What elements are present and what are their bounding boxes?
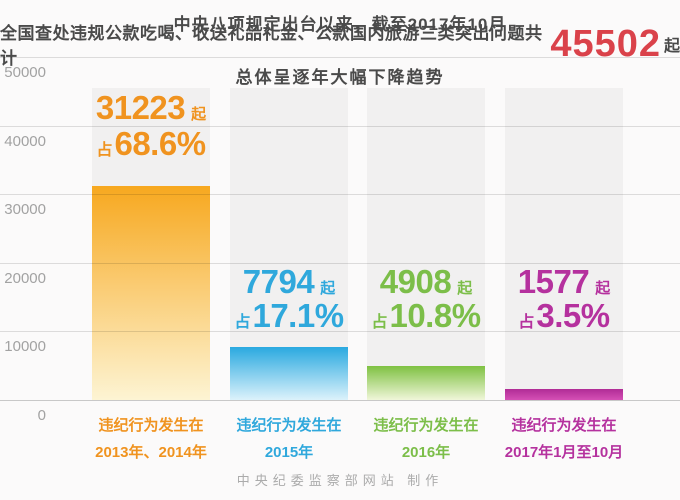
bar-group-2015: 7794 起 占 17.1% 违纪行为发生在 2015年 — [230, 0, 348, 500]
category-label-2017: 违纪行为发生在 2017年1月至10月 — [475, 412, 653, 466]
bar-group-2016: 4908 起 占 10.8% 违纪行为发生在 2016年 — [367, 0, 485, 500]
category-line2: 2017年1月至10月 — [504, 444, 624, 461]
percent-prefix: 占 — [96, 142, 113, 159]
category-line1: 违纪行为发生在 — [236, 417, 342, 434]
bar-value: 1577 — [517, 263, 590, 300]
y-tick-10000: 10000 — [4, 338, 46, 355]
credit-line: 中央纪委监察部网站 制作 — [236, 473, 444, 488]
category-label-2013-2014: 违纪行为发生在 2013年、2014年 — [62, 412, 240, 466]
bar-2016 — [367, 366, 485, 400]
category-label-2016: 违纪行为发生在 2016年 — [337, 412, 515, 466]
bar-2017 — [505, 389, 623, 400]
gridline-40000 — [0, 126, 680, 127]
y-tick-40000: 40000 — [4, 133, 46, 150]
axis-baseline — [0, 400, 680, 401]
bar-value-unit: 起 — [457, 280, 473, 297]
bar-value-unit: 起 — [191, 106, 207, 123]
bar-percent: 68.6% — [114, 125, 206, 162]
bar-value: 4908 — [379, 263, 452, 300]
total-unit: 起 — [663, 38, 680, 55]
category-line1: 违纪行为发生在 — [511, 417, 617, 434]
gridline-30000 — [0, 194, 680, 195]
category-line1: 违纪行为发生在 — [373, 417, 479, 434]
gridline-20000 — [0, 263, 680, 264]
bar-2013-2014 — [92, 186, 210, 400]
category-label-2015: 违纪行为发生在 2015年 — [200, 412, 378, 466]
bar-percent: 3.5% — [536, 297, 610, 334]
total-number: 45502 — [550, 22, 661, 65]
percent-prefix: 占 — [518, 314, 535, 331]
title-line2-prefix: 全国查处违规公款吃喝、收送礼品礼金、公款国内旅游三类突出问题共计 — [0, 24, 543, 68]
percent-prefix: 占 — [371, 314, 388, 331]
percent-prefix: 占 — [234, 314, 251, 331]
category-line2: 2016年 — [401, 444, 451, 461]
bar-percent: 10.8% — [389, 297, 481, 334]
bar-value: 7794 — [242, 263, 315, 300]
category-line2: 2013年、2014年 — [95, 444, 207, 461]
y-tick-20000: 20000 — [4, 270, 46, 287]
bar-value-unit: 起 — [320, 280, 336, 297]
value-label-2016: 4908 起 占 10.8% — [339, 265, 513, 332]
bar-2015 — [230, 347, 348, 400]
bar-group-2013-2014: 31223 起 占 68.6% 违纪行为发生在 2013年、2014年 — [92, 0, 210, 500]
value-label-2017: 1577 起 占 3.5% — [477, 265, 651, 332]
y-tick-0: 0 — [37, 407, 46, 424]
bar-group-2017: 1577 起 占 3.5% 违纪行为发生在 2017年1月至10月 — [505, 0, 623, 500]
gridline-50000 — [0, 57, 680, 58]
y-tick-50000: 50000 — [4, 64, 46, 81]
bar-value: 31223 — [95, 89, 186, 126]
title-line3: 总体呈逐年大幅下降趋势 — [235, 68, 445, 87]
background-column — [505, 88, 623, 400]
bar-value-unit: 起 — [595, 280, 611, 297]
title-line2: 全国查处违规公款吃喝、收送礼品礼金、公款国内旅游三类突出问题共计 45502 起 — [0, 22, 680, 69]
category-line2: 2015年 — [264, 444, 314, 461]
value-label-2013-2014: 31223 起 占 68.6% — [64, 91, 238, 162]
y-tick-30000: 30000 — [4, 201, 46, 218]
title-line1: 中央八项规定出台以来，截至2017年10月 — [173, 15, 507, 34]
background-column — [367, 88, 485, 400]
gridline-10000 — [0, 331, 680, 332]
value-label-2015: 7794 起 占 17.1% — [202, 265, 376, 332]
bar-percent: 17.1% — [252, 297, 344, 334]
category-line1: 违纪行为发生在 — [98, 417, 204, 434]
